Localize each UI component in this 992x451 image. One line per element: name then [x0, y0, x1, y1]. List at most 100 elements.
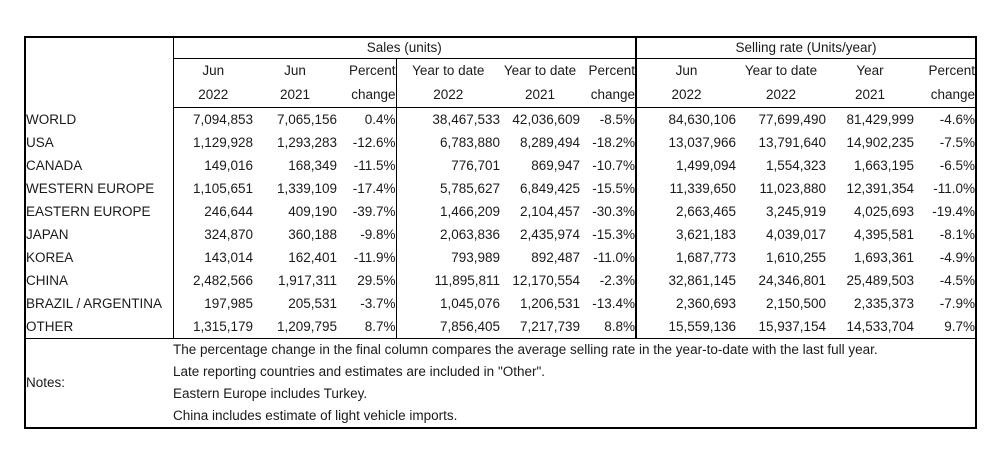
notes-label: Notes:: [26, 375, 66, 390]
table-cell: 8.8%: [580, 315, 638, 339]
table-row: EASTERN EUROPE 246,644 409,190 -39.7% 1,…: [25, 200, 976, 223]
table-cell: 168,349: [288, 158, 337, 173]
table-cell: 162,401: [288, 250, 337, 265]
table-cell: 1,209,795: [253, 315, 337, 339]
table-cell: -8.1%: [939, 227, 976, 242]
table-cell: -4.6%: [939, 112, 976, 127]
table-cell: 793,989: [451, 250, 500, 265]
table-cell: 32,861,145: [668, 273, 737, 288]
table-row: USA 1,129,928 1,293,283 -12.6% 6,783,880…: [25, 131, 976, 154]
column-header: Percent: [337, 58, 397, 83]
table-cell: 11,895,811: [434, 273, 500, 288]
row-label: OTHER: [25, 315, 174, 339]
row-label: USA: [25, 131, 174, 154]
table-cell: 1,687,773: [675, 250, 737, 265]
table-cell: 81,429,999: [846, 112, 915, 127]
table-cell: 1,663,195: [853, 158, 915, 173]
table-cell: -19.4%: [932, 204, 976, 219]
table-cell: 2,360,693: [675, 296, 737, 311]
table-cell: -39.7%: [337, 200, 397, 223]
column-header: Year: [856, 63, 884, 78]
table-cell: -11.0%: [580, 246, 638, 269]
table-cell: 38,467,533: [432, 112, 500, 127]
column-header: Percent: [928, 63, 976, 78]
section-header-row: Sales (units) Selling rate (Units/year): [25, 37, 977, 108]
column-header: 2022: [636, 83, 737, 108]
table-cell: -7.5%: [939, 135, 976, 150]
table-cell: 6,783,880: [439, 135, 500, 150]
table-row: JAPAN 324,870 360,188 -9.8% 2,063,836 2,…: [25, 223, 976, 246]
table-cell: 7,094,853: [192, 112, 253, 127]
subheader-row-1: Jun Jun Percent Year to date Year to dat…: [25, 58, 976, 83]
table-cell: 4,025,693: [853, 204, 915, 219]
table-cell: 205,531: [288, 296, 337, 311]
table-cell: -3.7%: [337, 292, 397, 315]
table-cell: 13,791,640: [758, 135, 827, 150]
table-row: WESTERN EUROPE 1,105,651 1,339,109 -17.4…: [25, 177, 976, 200]
table-cell: 776,701: [451, 158, 500, 173]
table-cell: 2,435,974: [519, 227, 580, 242]
table-cell: 4,039,017: [765, 227, 827, 242]
corner-cell: [25, 37, 174, 108]
table-cell: 11,339,650: [669, 181, 737, 196]
table-cell: -15.3%: [580, 223, 638, 246]
row-label: WESTERN EUROPE: [25, 177, 174, 200]
row-label: CHINA: [25, 269, 174, 292]
table-cell: -9.8%: [337, 223, 397, 246]
table-cell: 1,466,209: [439, 204, 500, 219]
column-header: Jun: [675, 63, 698, 78]
table-cell: 1,105,651: [192, 181, 253, 196]
table-cell: 1,129,928: [192, 135, 253, 150]
table-cell: 2,663,465: [675, 204, 737, 219]
column-header: 2022: [173, 83, 253, 108]
column-header: Jun: [284, 63, 306, 78]
table-cell: 11,023,880: [759, 181, 827, 196]
table-cell: 324,870: [204, 227, 253, 242]
table-cell: -11.0%: [933, 181, 976, 196]
sales-section-header: Sales (units): [173, 37, 638, 59]
table-cell: 84,630,106: [668, 112, 737, 127]
subheader-row-2: 2022 2021 change 2022 2021 change 2022 2…: [25, 83, 977, 108]
table-cell: -12.6%: [337, 131, 397, 154]
table-cell: -11.9%: [337, 246, 397, 269]
column-header: Year to date: [503, 63, 577, 78]
table-cell: -17.4%: [337, 177, 397, 200]
table-cell: 14,902,235: [846, 135, 915, 150]
row-label: CANADA: [25, 154, 174, 177]
table-row: BRAZIL / ARGENTINA 197,985 205,531 -3.7%…: [25, 292, 976, 315]
table-cell: 12,391,354: [846, 181, 915, 196]
table-cell: 1,693,361: [853, 250, 915, 265]
notes-row: Notes: The percentage change in the fina…: [25, 339, 976, 429]
table-cell: 15,559,136: [636, 315, 737, 339]
table-cell: -15.5%: [580, 177, 638, 200]
table-cell: 25,489,503: [846, 273, 915, 288]
table-cell: 1,917,311: [277, 273, 337, 288]
table-cell: 197,985: [204, 296, 253, 311]
note-line: The percentage change in the final colum…: [173, 342, 878, 357]
table-cell: 1,293,283: [276, 135, 337, 150]
table-cell: -8.5%: [580, 107, 638, 131]
table-cell: 2,150,500: [765, 296, 827, 311]
table-row: CHINA 2,482,566 1,917,311 29.5% 11,895,8…: [25, 269, 976, 292]
column-header: 2022: [736, 83, 827, 108]
table-cell: 77,699,490: [758, 112, 827, 127]
table-cell: 13,037,966: [668, 135, 737, 150]
column-header: Jun: [202, 63, 225, 78]
table-cell: 1,499,094: [675, 158, 737, 173]
row-label: BRAZIL / ARGENTINA: [25, 292, 174, 315]
note-line: Eastern Europe includes Turkey.: [173, 386, 368, 401]
row-label: KOREA: [25, 246, 174, 269]
note-line: China includes estimate of light vehicle…: [173, 408, 458, 423]
note-line: Late reporting countries and estimates a…: [173, 364, 546, 379]
table-cell: -11.5%: [337, 154, 397, 177]
table-row: CANADA 149,016 168,349 -11.5% 776,701 86…: [25, 154, 976, 177]
table-cell: 7,856,405: [396, 315, 500, 339]
table-cell: 15,937,154: [736, 315, 827, 339]
table-row: KOREA 143,014 162,401 -11.9% 793,989 892…: [25, 246, 976, 269]
row-label: WORLD: [25, 107, 174, 131]
table-cell: 8.7%: [337, 315, 397, 339]
table-cell: 1,315,179: [173, 315, 253, 339]
table-cell: -7.9%: [939, 296, 976, 311]
table-cell: 409,190: [288, 204, 337, 219]
table-cell: 7,065,156: [276, 112, 337, 127]
